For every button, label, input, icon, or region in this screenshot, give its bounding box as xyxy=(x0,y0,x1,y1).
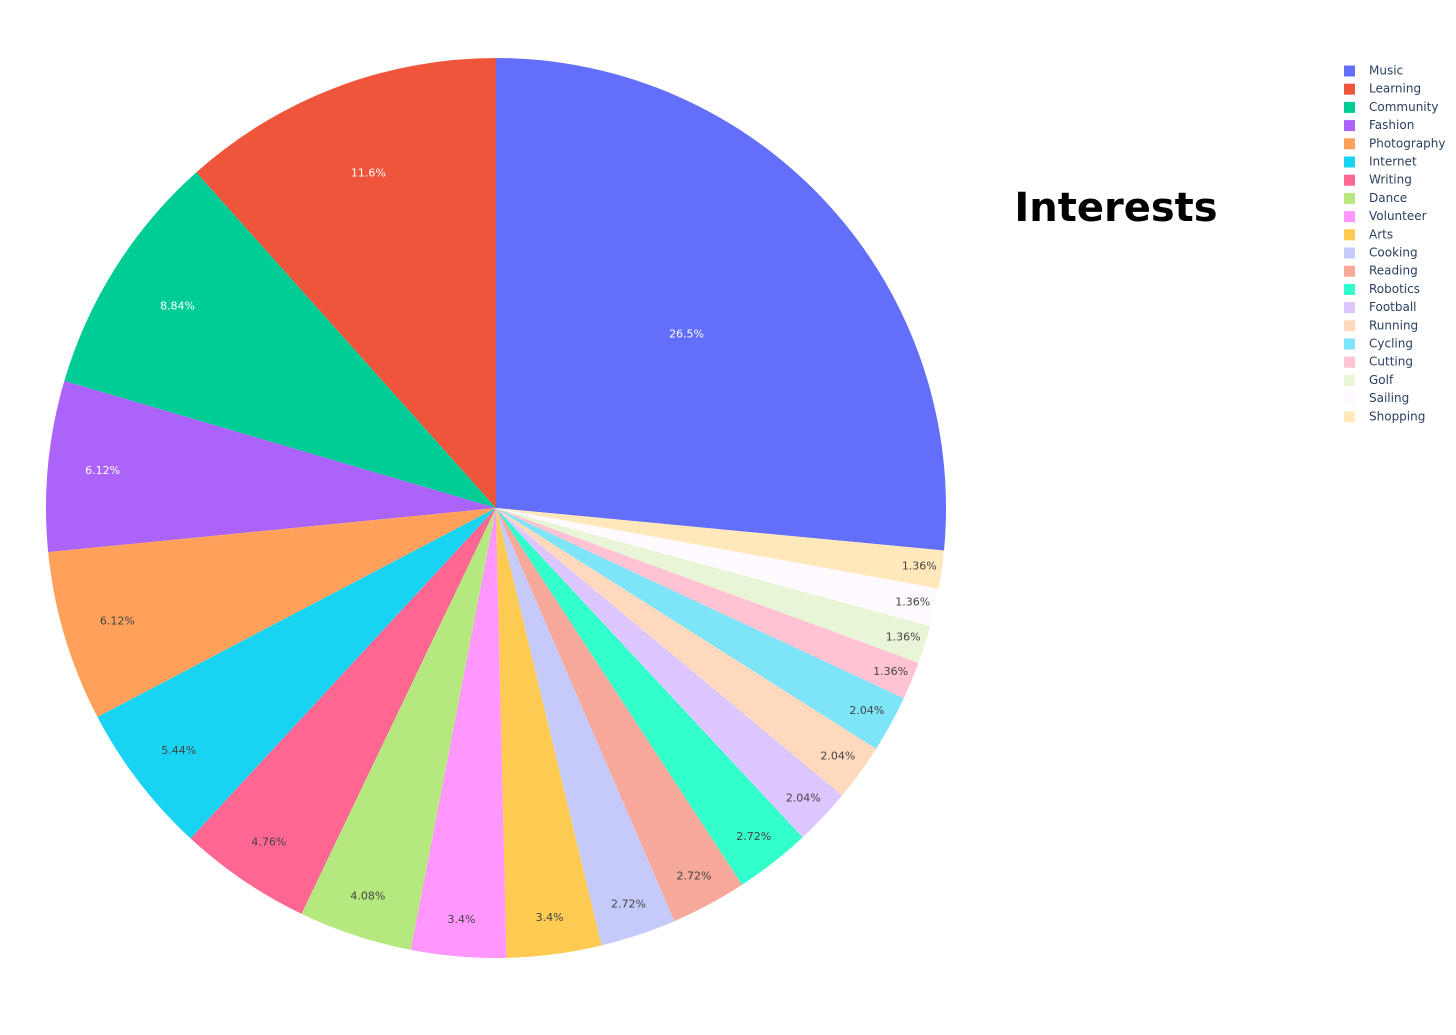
legend-label: Shopping xyxy=(1369,409,1425,423)
legend-swatch xyxy=(1344,65,1355,77)
pie-slice xyxy=(496,508,803,885)
pie-slice xyxy=(196,58,496,508)
slice-label: 11.6% xyxy=(351,166,386,179)
legend-swatch xyxy=(1344,247,1355,259)
legend-label: Robotics xyxy=(1369,282,1420,296)
legend-label: Arts xyxy=(1369,227,1393,241)
slice-label: 8.84% xyxy=(160,300,195,313)
legend-label: Music xyxy=(1369,64,1403,78)
legend-swatch xyxy=(1344,320,1355,332)
slice-label: 1.36% xyxy=(886,631,921,644)
pie-slice xyxy=(496,508,919,699)
pie-slice xyxy=(496,508,877,796)
pie-slice xyxy=(301,508,496,950)
legend-swatch xyxy=(1344,338,1355,350)
slice-label: 2.72% xyxy=(736,830,771,843)
legend-swatch xyxy=(1344,211,1355,223)
slice-label: 4.76% xyxy=(251,836,286,849)
legend-label: Golf xyxy=(1369,373,1394,387)
legend-label: Running xyxy=(1369,318,1418,332)
chart-title: Interests xyxy=(1014,185,1217,231)
pie-slice xyxy=(496,508,675,946)
slice-label: 3.4% xyxy=(447,913,475,926)
slice-label: 2.04% xyxy=(820,750,855,763)
slice-label: 2.72% xyxy=(611,898,646,911)
pie-slice xyxy=(496,508,904,749)
pie-slice xyxy=(48,508,496,717)
pie-slice xyxy=(410,508,507,958)
legend-label: Volunteer xyxy=(1369,209,1427,223)
pie-slice xyxy=(97,508,496,839)
pie-slice xyxy=(496,508,944,589)
legend-label: Reading xyxy=(1369,264,1418,278)
legend-label: Football xyxy=(1369,300,1417,314)
pie-slice xyxy=(496,508,743,922)
slice-label: 26.5% xyxy=(669,328,704,341)
slice-label: 2.04% xyxy=(849,704,884,717)
slice-label: 1.36% xyxy=(902,559,937,572)
pie-slice xyxy=(496,508,602,958)
legend-swatch xyxy=(1344,83,1355,95)
pie-slice xyxy=(496,508,939,627)
legend-swatch xyxy=(1344,192,1355,204)
legend-label: Community xyxy=(1369,100,1438,114)
slice-label: 6.12% xyxy=(85,464,120,477)
slice-label: 3.4% xyxy=(536,911,564,924)
legend-label: Sailing xyxy=(1369,391,1409,405)
slice-label: 6.12% xyxy=(100,614,135,627)
legend-label: Photography xyxy=(1369,136,1445,150)
legend-swatch xyxy=(1344,356,1355,368)
legend-label: Cycling xyxy=(1369,337,1413,351)
legend-swatch xyxy=(1344,120,1355,132)
legend-label: Cooking xyxy=(1369,246,1418,260)
pie-slice xyxy=(496,508,843,838)
legend-swatch xyxy=(1344,374,1355,386)
slice-label: 1.36% xyxy=(873,665,908,678)
legend-swatch xyxy=(1344,411,1355,423)
slice-label: 4.08% xyxy=(350,889,385,902)
legend-label: Fashion xyxy=(1369,118,1414,132)
legend-swatch xyxy=(1344,229,1355,241)
legend-swatch xyxy=(1344,302,1355,314)
legend-label: Internet xyxy=(1369,155,1417,169)
legend-swatch xyxy=(1344,283,1355,295)
pie-slice xyxy=(64,172,496,508)
pie-slice xyxy=(496,508,931,663)
legend-swatch xyxy=(1344,138,1355,150)
legend-label: Cutting xyxy=(1369,355,1413,369)
slice-label: 1.36% xyxy=(895,595,930,608)
slice-label: 2.72% xyxy=(677,869,712,882)
slice-label: 5.44% xyxy=(161,744,196,757)
slice-label: 2.04% xyxy=(786,791,821,804)
pie-slice xyxy=(45,380,496,553)
legend-label: Dance xyxy=(1369,191,1407,205)
legend-swatch xyxy=(1344,265,1355,277)
legend-swatch xyxy=(1344,101,1355,113)
pie-slice xyxy=(190,508,496,914)
legend-swatch xyxy=(1344,156,1355,168)
pie-slice xyxy=(496,58,947,551)
legend-label: Learning xyxy=(1369,82,1421,96)
legend-label: Writing xyxy=(1369,173,1412,187)
legend-swatch xyxy=(1344,174,1355,186)
legend-swatch xyxy=(1344,393,1355,405)
